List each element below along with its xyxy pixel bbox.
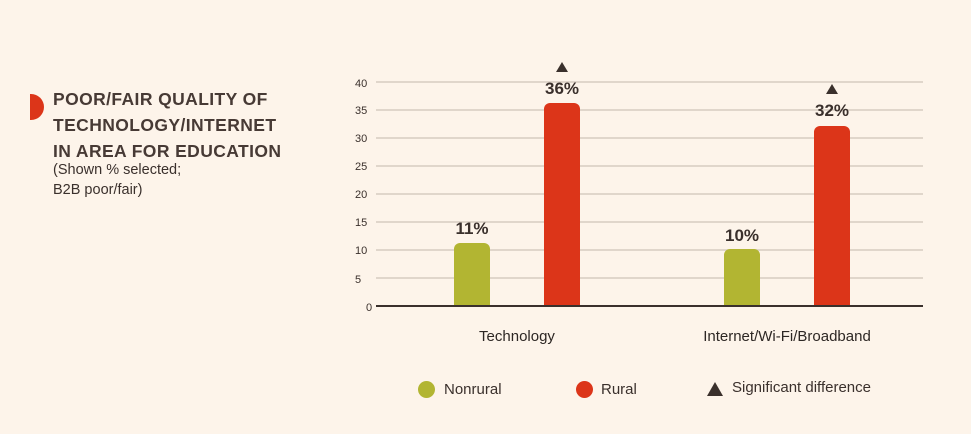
bar-value-label: 10% xyxy=(724,226,760,245)
y-tick-label: 35 xyxy=(355,105,368,117)
significance-triangle-icon xyxy=(826,84,838,94)
gridline xyxy=(376,81,923,83)
gridline xyxy=(376,249,923,251)
y-tick-label: 10 xyxy=(355,245,368,257)
legend-rural-swatch-icon xyxy=(576,381,593,398)
legend-significant-triangle-icon xyxy=(707,382,723,396)
category-label-technology: Technology xyxy=(479,328,555,345)
y-tick-label: 5 xyxy=(355,274,362,286)
bar-value-label: 11% xyxy=(455,219,489,238)
bar-technology-rural xyxy=(544,103,580,305)
y-tick-label: 25 xyxy=(355,161,368,173)
gridline xyxy=(376,193,923,195)
chart-subtitle: (Shown % selected; B2B poor/fair) xyxy=(53,160,181,200)
title-line: TECHNOLOGY/INTERNET xyxy=(53,115,277,135)
y-tick-label: 40 xyxy=(355,78,368,90)
legend-nonrural-swatch-icon xyxy=(418,381,435,398)
y-tick-label: 15 xyxy=(355,217,368,229)
legend-rural-label: Rural xyxy=(601,381,637,398)
chart-title: POOR/FAIR QUALITY OF TECHNOLOGY/INTERNET… xyxy=(53,86,281,164)
gridline xyxy=(376,277,923,279)
y-tick-label: 0 xyxy=(366,302,373,314)
category-label-internet: Internet/Wi-Fi/Broadband xyxy=(703,328,871,345)
subtitle-line: B2B poor/fair) xyxy=(53,182,143,198)
bar-internet-nonrural xyxy=(724,249,760,305)
title-line: IN AREA FOR EDUCATION xyxy=(53,141,282,161)
y-tick-label: 30 xyxy=(355,133,368,145)
legend-nonrural-label: Nonrural xyxy=(444,381,502,398)
bar-internet-rural xyxy=(814,126,850,305)
subtitle-line: (Shown % selected; xyxy=(53,162,182,178)
section-marker xyxy=(30,94,44,120)
bar-technology-nonrural xyxy=(454,243,490,305)
significance-triangle-icon xyxy=(556,62,568,72)
bar-value-label: 32% xyxy=(814,101,850,120)
legend-significant-label: Significant difference xyxy=(732,379,871,396)
x-axis-line xyxy=(376,305,923,307)
gridline xyxy=(376,109,923,111)
gridline xyxy=(376,221,923,223)
gridline xyxy=(376,165,923,167)
gridline xyxy=(376,137,923,139)
bar-value-label: 36% xyxy=(544,79,580,98)
title-line: POOR/FAIR QUALITY OF xyxy=(53,89,268,109)
y-tick-label: 20 xyxy=(355,189,368,201)
